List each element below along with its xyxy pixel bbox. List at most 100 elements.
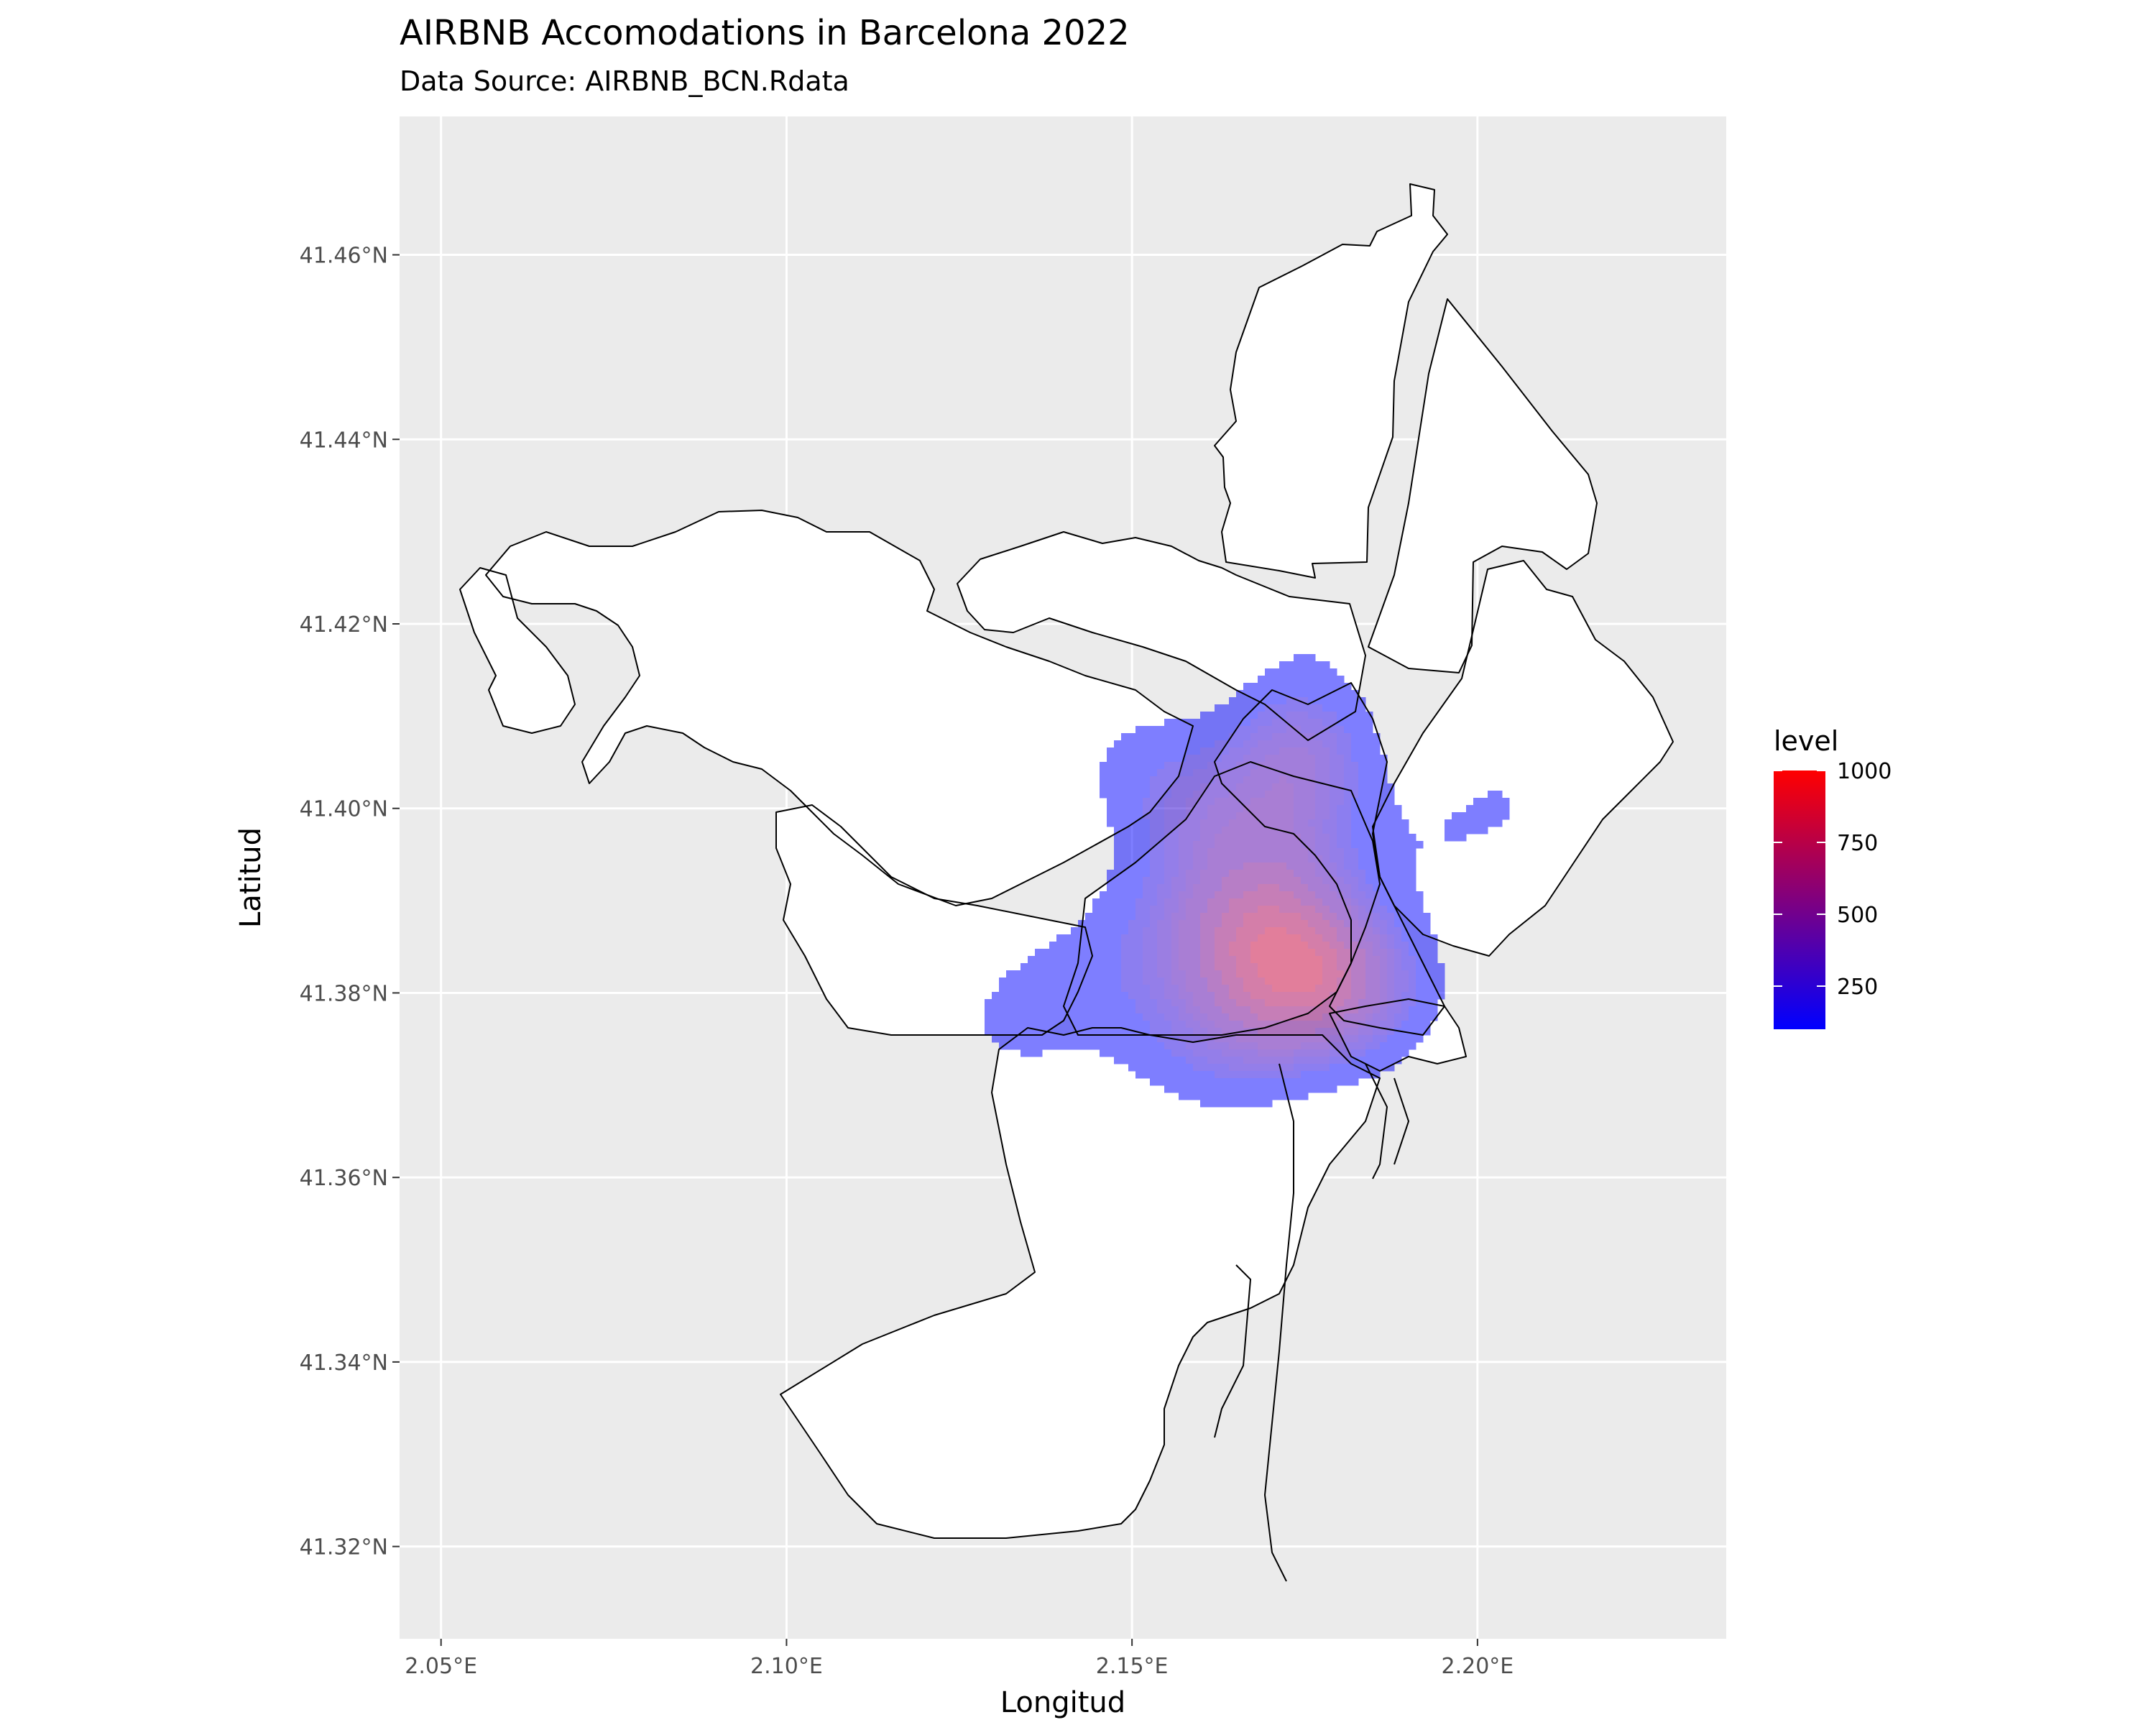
density-cell xyxy=(1143,1006,1151,1014)
density-cell xyxy=(1042,949,1050,957)
density-cell xyxy=(1279,927,1287,935)
density-cell xyxy=(1272,1049,1280,1057)
density-cell xyxy=(1272,783,1280,791)
density-cell xyxy=(1416,999,1424,1007)
density-cell xyxy=(1222,970,1230,978)
density-cell xyxy=(1085,920,1093,928)
density-cell xyxy=(1387,891,1395,899)
density-cell xyxy=(1035,1013,1043,1021)
density-cell xyxy=(1272,776,1280,784)
density-cell xyxy=(1344,798,1352,806)
density-cell xyxy=(1186,1085,1194,1093)
density-cell xyxy=(1337,712,1345,719)
density-cell xyxy=(1322,956,1330,964)
density-cell xyxy=(1365,719,1373,727)
density-cell xyxy=(1416,913,1424,921)
density-cell xyxy=(1078,992,1086,1000)
density-cell xyxy=(1100,970,1107,978)
density-cell xyxy=(1315,1057,1323,1064)
density-cell xyxy=(1186,1035,1194,1043)
density-cell xyxy=(1337,934,1345,942)
density-cell xyxy=(1215,942,1222,949)
density-cell xyxy=(1265,927,1273,935)
density-cell xyxy=(1207,848,1215,856)
density-cell xyxy=(1337,1021,1345,1029)
density-cell xyxy=(1150,942,1158,949)
density-cell xyxy=(1380,992,1388,1000)
density-cell xyxy=(1207,827,1215,834)
density-cell xyxy=(1344,1049,1352,1057)
density-cell xyxy=(1265,676,1273,684)
density-cell xyxy=(1272,819,1280,827)
density-cell xyxy=(1294,791,1302,799)
density-cell xyxy=(1064,1028,1072,1036)
density-cell xyxy=(1128,934,1136,942)
density-cell xyxy=(1409,1006,1416,1014)
density-cell xyxy=(1365,1057,1373,1064)
density-cell xyxy=(1430,956,1438,964)
density-cell xyxy=(1409,913,1416,921)
density-cell xyxy=(1322,1006,1330,1014)
density-cell xyxy=(1243,791,1251,799)
density-cell xyxy=(1049,992,1057,1000)
density-cell xyxy=(1265,733,1273,741)
density-cell xyxy=(1394,956,1402,964)
density-cell xyxy=(1387,949,1395,957)
density-cell xyxy=(1042,1006,1050,1014)
density-cell xyxy=(1250,862,1258,870)
density-cell xyxy=(1337,920,1345,928)
density-cell xyxy=(1215,812,1222,820)
density-cell xyxy=(1229,762,1237,770)
density-cell xyxy=(1250,748,1258,755)
density-cell xyxy=(1272,762,1280,770)
density-cell xyxy=(1200,726,1208,734)
density-cell xyxy=(1100,913,1107,921)
density-cell xyxy=(1222,1042,1230,1050)
density-cell xyxy=(1143,927,1151,935)
density-cell xyxy=(1243,884,1251,892)
density-cell xyxy=(1207,740,1215,748)
density-cell xyxy=(1222,719,1230,727)
density-cell xyxy=(1042,956,1050,964)
density-cell xyxy=(1171,812,1179,820)
density-cell xyxy=(1358,1049,1366,1057)
density-cell xyxy=(1143,748,1151,755)
density-cell xyxy=(1150,985,1158,993)
density-cell xyxy=(1021,970,1028,978)
density-cell xyxy=(1128,949,1136,957)
density-cell xyxy=(1236,862,1244,870)
density-cell xyxy=(1006,1028,1014,1036)
density-cell xyxy=(1107,798,1115,806)
density-cell xyxy=(1358,769,1366,777)
density-cell xyxy=(1337,805,1345,813)
density-cell xyxy=(1250,949,1258,957)
density-cell xyxy=(1337,690,1345,698)
density-cell xyxy=(1107,783,1115,791)
density-cell xyxy=(1013,1021,1021,1029)
density-cell xyxy=(1265,1006,1273,1014)
density-cell xyxy=(1028,992,1036,1000)
density-cell xyxy=(1480,812,1488,820)
density-cell xyxy=(1416,1035,1424,1043)
density-cell xyxy=(1365,992,1373,1000)
density-cell xyxy=(1387,999,1395,1007)
density-cell xyxy=(1171,927,1179,935)
density-cell xyxy=(1171,934,1179,942)
density-cell xyxy=(1056,963,1064,971)
density-cell xyxy=(1315,719,1323,727)
density-cell xyxy=(1358,963,1366,971)
density-cell xyxy=(1380,791,1388,799)
density-cell xyxy=(1243,834,1251,842)
density-cell xyxy=(1250,712,1258,719)
density-cell xyxy=(1337,769,1345,777)
density-cell xyxy=(1265,783,1273,791)
density-cell xyxy=(1193,992,1201,1000)
density-cell xyxy=(1193,1035,1201,1043)
density-cell xyxy=(1207,920,1215,928)
density-cell xyxy=(1258,791,1266,799)
density-cell xyxy=(1236,1021,1244,1029)
density-cell xyxy=(1401,1021,1409,1029)
density-cell xyxy=(1495,798,1503,806)
density-cell xyxy=(1236,1013,1244,1021)
density-cell xyxy=(1107,1049,1115,1057)
